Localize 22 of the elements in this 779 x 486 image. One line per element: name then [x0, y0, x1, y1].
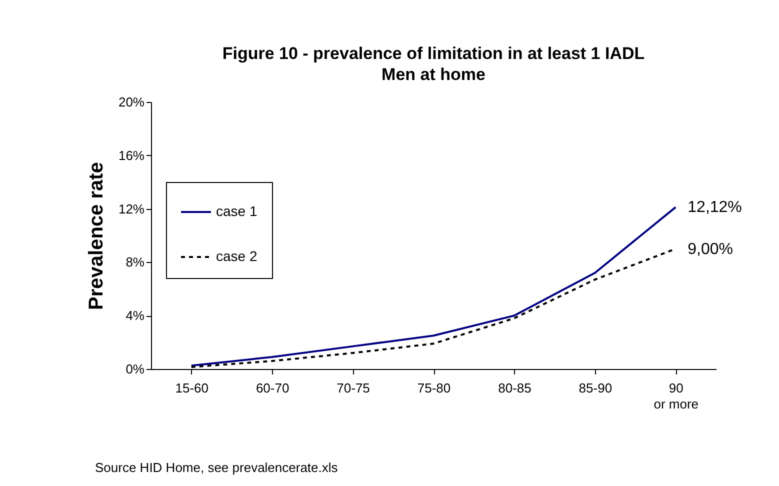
x-tick-label: 60-70 [256, 380, 290, 396]
x-tick-label: 85-90 [578, 380, 612, 396]
legend-label: case 1 [216, 203, 258, 219]
y-tick-label: 16% [118, 148, 145, 163]
chart-title: Figure 10 - prevalence of limitation in at least 1 IADL [222, 44, 645, 63]
y-tick-label: 12% [118, 201, 145, 216]
x-tick-label: 80-85 [498, 380, 532, 396]
y-tick-label: 8% [126, 254, 145, 270]
y-tick-label: 4% [126, 308, 145, 324]
source-note: Source HID Home, see prevalencerate.xls [95, 460, 338, 475]
legend-label: case 2 [216, 248, 258, 264]
x-tick-label: 15-60 [175, 380, 208, 396]
data-label: 12,12% [688, 199, 742, 216]
chart-subtitle: Men at home [382, 65, 486, 84]
x-tick-label: 70-75 [336, 380, 370, 396]
y-tick-label: 0% [126, 362, 145, 376]
x-tick-label: 90 or more [654, 380, 699, 412]
y-axis-title: Prevalence rate [85, 162, 108, 310]
x-tick-label: 75-80 [417, 380, 451, 396]
y-tick-label: 20% [118, 94, 145, 110]
line-series [190, 206, 677, 367]
data-label: 9,00% [688, 240, 734, 258]
